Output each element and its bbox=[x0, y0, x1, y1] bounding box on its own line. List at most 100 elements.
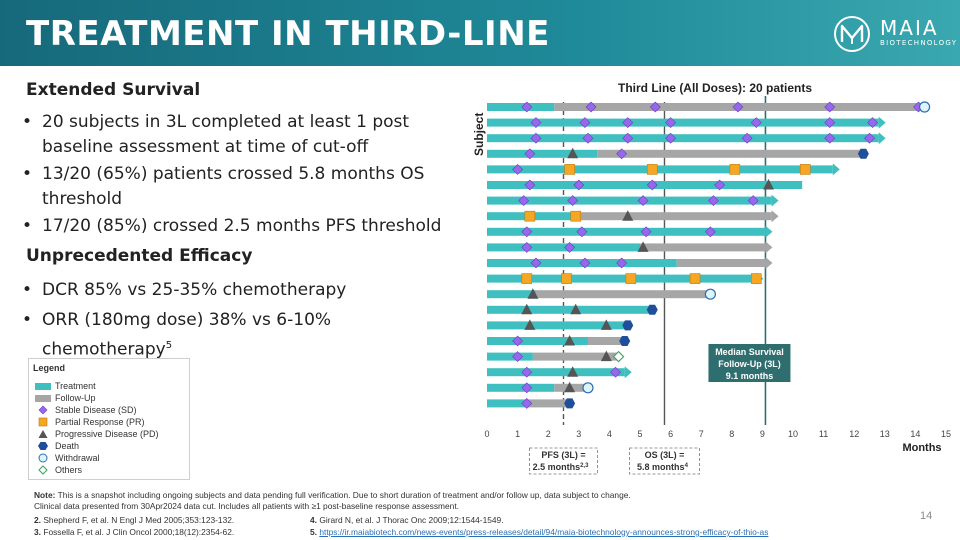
os-ref: 4 bbox=[685, 463, 689, 469]
ongoing-arrow-icon bbox=[765, 225, 773, 238]
followup-bar bbox=[532, 352, 619, 361]
stable-disease-marker bbox=[714, 179, 725, 191]
stable-disease-marker bbox=[610, 366, 621, 378]
followup-swatch bbox=[35, 393, 51, 403]
ongoing-arrow-icon bbox=[832, 163, 840, 176]
treatment-bar bbox=[487, 181, 803, 189]
ref-number: 3. bbox=[34, 527, 41, 537]
ref-link[interactable]: https://ir.maiabiotech.com/news-events/p… bbox=[319, 527, 769, 537]
stable-disease-marker bbox=[530, 132, 542, 144]
ref-number: 5. bbox=[310, 527, 317, 537]
partial-response-marker bbox=[799, 164, 811, 175]
stable-disease-marker bbox=[640, 226, 652, 238]
pfs-label: PFS (3L) = bbox=[541, 450, 585, 460]
stable-disease-marker bbox=[512, 163, 524, 175]
bullet-os: • 13/20 (65%) patients crossed 5.8 month… bbox=[22, 162, 452, 212]
reference-4: 4. Girard N, et al. J Thorac Onc 2009;12… bbox=[310, 515, 504, 525]
bullet-dot: • bbox=[22, 112, 33, 132]
stable-disease-marker bbox=[750, 117, 762, 129]
pfs-value: 2.5 months2,3 bbox=[533, 462, 590, 472]
legend-label: Death bbox=[55, 440, 80, 451]
progressive-disease-marker bbox=[600, 350, 612, 362]
ongoing-arrow-icon bbox=[624, 366, 632, 379]
treatment-bar bbox=[487, 368, 625, 377]
treatment-bar bbox=[487, 243, 640, 252]
treatment-bar bbox=[487, 290, 536, 299]
followup-bar bbox=[587, 337, 625, 345]
stable-disease-marker bbox=[585, 101, 597, 113]
stable-disease-marker bbox=[521, 397, 533, 409]
heading-unprecedented-efficacy: Unprecedented Efficacy bbox=[26, 246, 253, 266]
stable-disease-marker bbox=[824, 101, 836, 113]
followup-bar bbox=[529, 399, 570, 408]
withdrawal-marker bbox=[582, 382, 594, 394]
death-marker bbox=[564, 398, 576, 409]
stable-disease-marker bbox=[649, 101, 661, 113]
legend-item-followup: Follow-Up bbox=[35, 391, 96, 403]
partial-response-marker bbox=[729, 164, 741, 175]
bullet-pfs: • 17/20 (85%) crossed 2.5 months PFS thr… bbox=[22, 214, 452, 239]
death-marker bbox=[622, 320, 634, 331]
ongoing-arrow-icon bbox=[878, 116, 886, 129]
ref-text: Girard N, et al. J Thorac Onc 2009;12:15… bbox=[319, 515, 504, 525]
maia-logo: MAIA BIOTECHNOLOGY bbox=[832, 14, 956, 54]
stable-disease-marker bbox=[616, 257, 628, 269]
bullet-dot: • bbox=[22, 280, 33, 300]
x-tick-label: 8 bbox=[729, 429, 734, 439]
logo-name: MAIA bbox=[880, 16, 939, 40]
stable-disease-marker bbox=[646, 179, 658, 191]
stable-disease-marker bbox=[741, 132, 753, 144]
bullet-dcr-text: DCR 85% vs 25-35% chemotherapy bbox=[42, 280, 347, 300]
legend-label: Partial Response (PR) bbox=[55, 416, 145, 427]
stable-disease-marker bbox=[521, 241, 533, 253]
footnote: Note: This is a snapshot including ongoi… bbox=[34, 490, 754, 512]
bullet-orr-body: ORR (180mg dose) 38% vs 6-10% chemothera… bbox=[42, 310, 332, 360]
ongoing-arrow-icon bbox=[765, 241, 773, 254]
heading-extended-survival: Extended Survival bbox=[26, 80, 201, 100]
treatment-swatch bbox=[35, 381, 51, 391]
stable-disease-marker bbox=[521, 366, 533, 378]
followup-bar bbox=[676, 259, 766, 267]
legend-item-others: Others bbox=[35, 463, 82, 475]
treatment-bar bbox=[487, 321, 628, 330]
ongoing-arrow-icon bbox=[765, 257, 773, 269]
os-label-box bbox=[629, 447, 700, 475]
bullet-orr-text: ORR (180mg dose) 38% vs 6-10% chemothera… bbox=[42, 308, 352, 363]
partial-response-marker bbox=[524, 210, 536, 222]
x-tick-label: 0 bbox=[484, 429, 489, 439]
bullet-dot: • bbox=[22, 216, 33, 236]
legend-item-withdrawal: Withdrawal bbox=[35, 451, 100, 463]
ongoing-arrow-icon bbox=[771, 194, 779, 207]
followup-bar bbox=[575, 212, 772, 221]
death-marker bbox=[646, 304, 658, 315]
x-tick-label: 9 bbox=[760, 429, 765, 439]
followup-bar bbox=[640, 243, 766, 252]
stable-disease-marker bbox=[637, 195, 649, 207]
legend-label: Treatment bbox=[55, 380, 96, 391]
x-tick-label: 3 bbox=[576, 429, 581, 439]
pfs-label-box bbox=[529, 447, 598, 475]
bullet-os-text: 13/20 (65%) patients crossed 5.8 months … bbox=[42, 164, 425, 209]
square-icon bbox=[35, 417, 51, 427]
legend-label: Progressive Disease (PD) bbox=[55, 428, 159, 439]
stable-disease-marker bbox=[564, 241, 576, 253]
partial-response-marker bbox=[521, 273, 533, 284]
x-tick-label: 10 bbox=[788, 429, 798, 439]
stable-disease-marker bbox=[824, 132, 836, 144]
stable-disease-marker bbox=[704, 226, 716, 238]
os-value: 5.8 months4 bbox=[637, 462, 689, 472]
logo-subtitle: BIOTECHNOLOGY bbox=[880, 39, 958, 47]
stable-disease-marker bbox=[521, 101, 533, 113]
treatment-bar bbox=[487, 149, 598, 158]
progressive-disease-marker bbox=[527, 288, 539, 299]
swimmer-chart-svg: Third Line (All Doses): 20 patients Subje… bbox=[472, 81, 951, 475]
page-number: 14 bbox=[920, 510, 933, 522]
x-tick-label: 4 bbox=[607, 429, 612, 439]
title-bar: TREATMENT IN THIRD-LINE MAIA BIOTECHNOLO… bbox=[0, 0, 960, 66]
partial-response-marker bbox=[625, 273, 637, 284]
progressive-disease-marker bbox=[567, 147, 579, 159]
bullet-pfs-text: 17/20 (85%) crossed 2.5 months PFS thres… bbox=[42, 216, 442, 236]
x-tick-label: 12 bbox=[849, 429, 859, 439]
progressive-disease-marker bbox=[600, 319, 612, 330]
stable-disease-marker bbox=[732, 101, 744, 113]
